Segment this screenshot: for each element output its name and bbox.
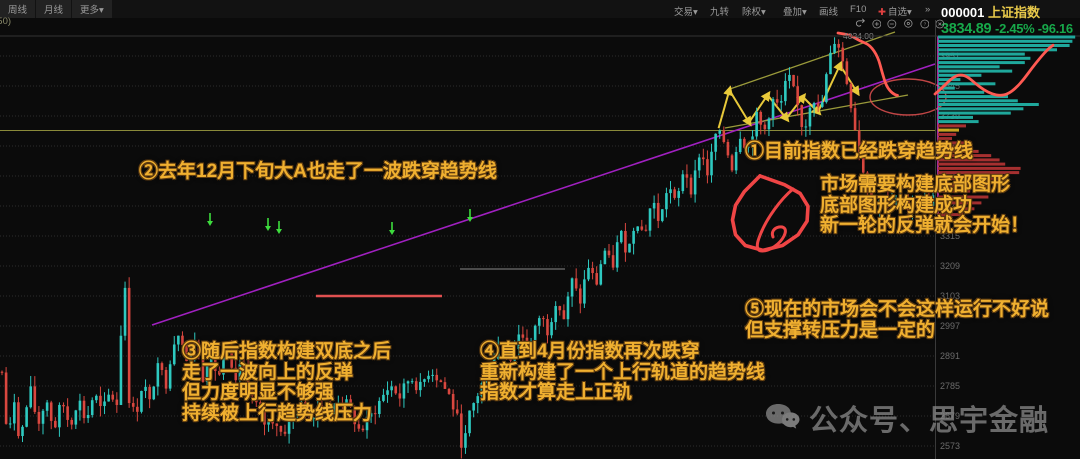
svg-text:2573: 2573 [940, 441, 960, 451]
svg-text:2891: 2891 [940, 351, 960, 361]
svg-text:3209: 3209 [940, 261, 960, 271]
svg-text:250): 250) [0, 16, 11, 27]
svg-text:2785: 2785 [940, 381, 960, 391]
